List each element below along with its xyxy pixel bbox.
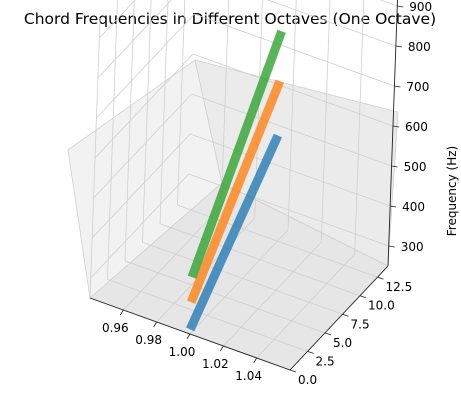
chord-surfaces (186, 29, 286, 332)
y-tick-mark (289, 369, 297, 373)
y-tick-mark (307, 351, 314, 354)
z-grid-line (91, 133, 191, 239)
y-tick-mark (324, 332, 332, 336)
z-tick-label: 900 (409, 0, 432, 14)
y-grid-line (159, 223, 361, 297)
z-tick-label: 800 (408, 40, 431, 54)
chord-surface (186, 79, 285, 304)
x-tick-label: 1.04 (235, 369, 262, 383)
z-axis-label: Frequency (Hz) (445, 146, 459, 237)
z-tick-label: 400 (402, 200, 425, 214)
z-grid-line (97, 0, 172, 79)
y-tick-mark (377, 276, 384, 280)
chord-surface (186, 133, 283, 332)
y-tick-label: 7.5 (351, 317, 370, 331)
x-tick-mark (253, 357, 258, 364)
z-tick-label: 300 (401, 240, 424, 254)
y-tick-mark (342, 313, 349, 317)
x-grid-line (223, 241, 322, 347)
y-grid-line (124, 260, 326, 334)
x-grid-line (123, 205, 222, 311)
z-grid-line (194, 13, 395, 87)
z-tick-mark (391, 165, 398, 168)
z-grid-line (94, 53, 194, 159)
y-axis-line (289, 265, 389, 371)
y-tick-label: 12.5 (386, 280, 413, 294)
z-grid-line (90, 173, 190, 279)
y-tick-label: 10.0 (368, 299, 395, 313)
x-grid-line (256, 253, 355, 359)
x-tick-mark (186, 333, 191, 340)
x-tick-label: 1.00 (169, 345, 196, 359)
y-tick-label: 0.0 (298, 373, 317, 387)
y-tick-label: 5.0 (333, 336, 352, 350)
x-tick-mark (119, 309, 124, 316)
z-tick-label: 600 (405, 120, 428, 134)
x-tick-mark (219, 345, 224, 352)
z-tick-mark (397, 5, 404, 8)
z-tick-mark (395, 45, 402, 48)
z-grid-line (379, 0, 398, 7)
z-grid-line (191, 93, 392, 167)
z-tick-mark (392, 125, 400, 128)
z-tick-mark (394, 85, 401, 88)
y-grid-line (142, 241, 343, 315)
z-tick-mark (388, 245, 395, 248)
z-grid-line (266, 0, 396, 47)
chord-surface (187, 29, 286, 279)
x-tick-label: 0.96 (102, 321, 129, 335)
x-grid-line (189, 229, 289, 335)
z-grid-line (190, 133, 391, 207)
chart-title: Chord Frequencies in Different Octaves (… (24, 10, 436, 28)
y-grid-line (107, 279, 308, 352)
x-tick-label: 0.98 (135, 333, 162, 347)
z-tick-mark (390, 205, 397, 208)
z-grid-line (93, 93, 192, 199)
z-tick-label: 700 (406, 80, 429, 94)
z-grid-line (192, 53, 394, 127)
grid-lines (89, 0, 398, 371)
y-tick-label: 2.5 (316, 354, 335, 368)
y-tick-mark (359, 295, 367, 299)
axes (89, 0, 404, 373)
z-tick-label: 500 (404, 160, 427, 174)
z-grid-line (98, 0, 136, 39)
x-tick-label: 1.02 (202, 357, 229, 371)
x-tick-mark (153, 321, 158, 328)
z-grid-line (96, 13, 195, 119)
tick-labels: 0.96 0.98 1.00 1.02 1.04 0.0 2.5 5.0 7.5 10.0 12.5… (102, 0, 432, 387)
